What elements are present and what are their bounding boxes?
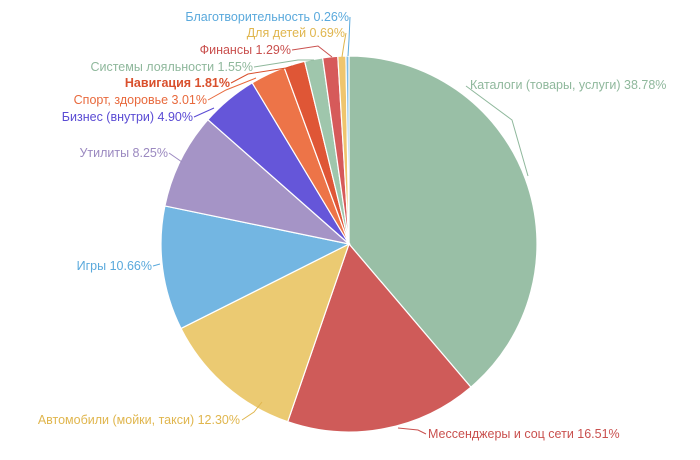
slice-labels: Каталоги (товары, услуги) 38.78% Мессендж… (38, 10, 667, 441)
slice-label: Спорт, здоровье 3.01% (74, 93, 207, 107)
pie-slice (164, 118, 352, 246)
slice-label: Для детей 0.69% (247, 26, 345, 40)
slice-label: Благотворительность 0.26% (185, 10, 349, 24)
slice-label: Мессенджеры и соц сети 16.51% (428, 427, 620, 441)
leader-line (230, 65, 293, 84)
slice-label: Навигация 1.81% (125, 76, 230, 90)
slice-label: Системы лояльности 1.55% (90, 60, 253, 74)
leader-line (207, 77, 257, 101)
slice-label: Утилиты 8.25% (79, 146, 168, 160)
pie-slice (348, 55, 538, 389)
pie-slice (286, 242, 472, 433)
slice-label: Бизнес (внутри) 4.90% (62, 110, 193, 124)
leader-line (193, 107, 215, 118)
leader-line (347, 16, 351, 57)
leader-line (253, 59, 314, 68)
pie-slice (345, 55, 350, 245)
leader-line (291, 45, 333, 58)
slice-label: Финансы 1.29% (200, 43, 291, 57)
leader-line (341, 32, 347, 58)
leader-line (465, 85, 529, 177)
label-leader-lines (152, 16, 529, 435)
pie-slices (160, 55, 538, 433)
leader-line (168, 152, 183, 163)
slice-label: Автомобили (мойки, такси) 12.30% (38, 413, 240, 427)
leader-line (397, 427, 427, 435)
leader-line (152, 263, 161, 267)
leader-line (241, 401, 263, 421)
pie-slice (160, 205, 351, 330)
slice-label: Игры 10.66% (77, 259, 152, 273)
slice-label: Каталоги (товары, услуги) 38.78% (470, 78, 666, 92)
pie-slice (180, 242, 351, 423)
